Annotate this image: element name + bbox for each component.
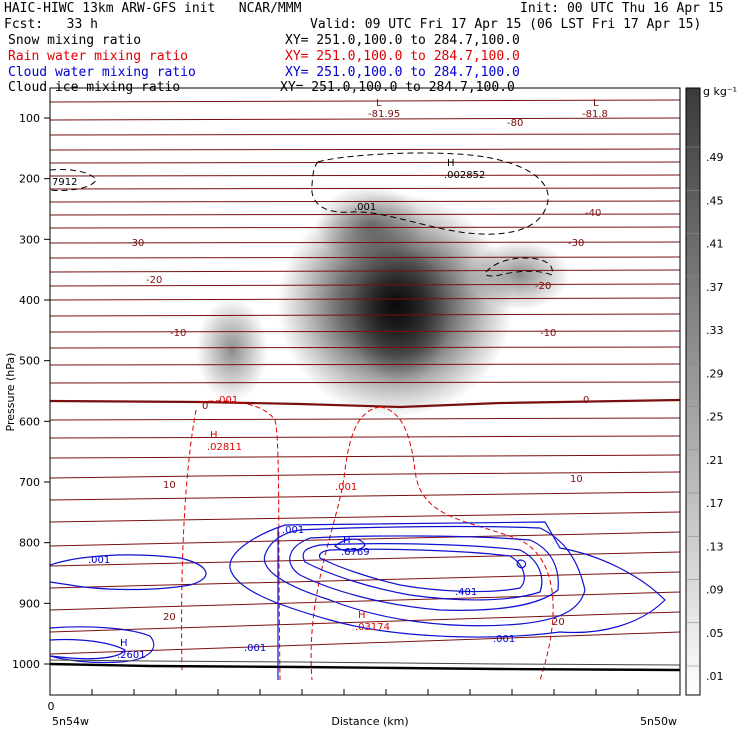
high-value-cloud-left: .2601 — [117, 650, 146, 661]
temp-label: 0 — [583, 395, 589, 406]
temp-label: -81.8 — [582, 109, 608, 120]
colorbar-label: .17 — [706, 497, 724, 510]
colorbar-label: .01 — [706, 670, 724, 683]
contour-markers: L L H .002852 7912 .001 H .02811 .001 .0… — [52, 98, 599, 661]
snow-shading-right — [470, 240, 570, 310]
temp-label: -80 — [507, 118, 523, 129]
header-line2-left: Fcst: 33 h — [4, 17, 98, 32]
plot-area — [50, 99, 680, 681]
field-name-rain: Rain water mixing ratio — [8, 49, 189, 64]
high-marker-cloud: H — [343, 535, 351, 546]
field-xy-cloudwater: XY= 251.0,100.0 to 284.7,100.0 — [285, 65, 520, 80]
temp-label: -20 — [535, 281, 551, 292]
high-marker-rain-top: H — [210, 430, 218, 441]
ice-label-001: .001 — [354, 202, 376, 213]
x-axis-label: Distance (km) — [331, 715, 408, 728]
temp-label: -30 — [568, 238, 584, 249]
temp-label: -81.95 — [368, 109, 400, 120]
colorbar-label: .37 — [706, 281, 724, 294]
colorbar-unit: g kg⁻¹ — [703, 85, 737, 98]
x-tick-zero: 0 — [48, 700, 55, 713]
temp-label: -10 — [170, 328, 186, 339]
header-line1-right: Init: 00 UTC Thu 16 Apr 15 — [520, 1, 724, 16]
header-line2-right: Valid: 09 UTC Fri 17 Apr 15 (06 LST Fri … — [310, 17, 702, 32]
temp-label: 10 — [570, 474, 583, 485]
colorbar-ticks: .49 .45 .41 .37 .33 .29 .25 .21 .17 .13 .09 .05 .01 — [686, 146, 724, 683]
ground-line-secondary — [49, 659, 681, 666]
y-tick-label: 900 — [19, 597, 40, 610]
high-value-ice: .002852 — [444, 170, 485, 181]
cloud-label-001: .001 — [493, 634, 515, 645]
ground-line — [49, 662, 681, 672]
colorbar-label: .25 — [706, 411, 724, 424]
high-marker-rain-low: H — [358, 610, 366, 621]
colorbar-label: .29 — [706, 367, 724, 380]
rain-label-001: .001 — [335, 482, 357, 493]
colorbar-label: .49 — [706, 151, 724, 164]
x-right-label: 5n50w — [640, 715, 677, 728]
temp-label: 0 — [202, 401, 208, 412]
y-tick-label: 1000 — [12, 658, 40, 671]
temp-label: -40 — [585, 208, 601, 219]
high-value-cloud: .6769 — [341, 547, 370, 558]
y-tick-label: 200 — [19, 173, 40, 186]
y-tick-label: 300 — [19, 233, 40, 246]
field-name-snow: Snow mixing ratio — [8, 33, 142, 48]
colorbar-label: .45 — [706, 194, 724, 207]
y-tick-label: 800 — [19, 537, 40, 550]
high-marker-cloud-left: H — [120, 638, 128, 649]
temp-label: -20 — [146, 275, 162, 286]
snow-shading-left — [196, 298, 268, 402]
cloud-label-001: .001 — [88, 555, 110, 566]
y-axis: 100 200 300 400 500 600 700 800 900 1000 — [12, 112, 50, 671]
y-tick-label: 400 — [19, 294, 40, 307]
temp-label: -30 — [128, 238, 144, 249]
low-marker: L — [593, 98, 599, 109]
cloud-ice-contours — [50, 152, 553, 277]
x-axis — [49, 689, 681, 695]
plot-frame — [49, 87, 681, 696]
freezing-level-line — [50, 398, 680, 409]
low-marker: L — [376, 98, 382, 109]
colorbar-label: .33 — [706, 324, 724, 337]
y-axis-label: Pressure (hPa) — [4, 353, 17, 432]
colorbar-label: .13 — [706, 540, 724, 553]
colorbar-label: .41 — [706, 238, 724, 251]
snow-shading-top — [315, 185, 425, 265]
cloud-label-401: .401 — [455, 587, 477, 598]
field-name-cloudwater: Cloud water mixing ratio — [8, 65, 196, 80]
temp-label: 20 — [163, 612, 176, 623]
cloud-label-001: .001 — [282, 525, 304, 536]
y-tick-label: 700 — [19, 476, 40, 489]
ice-label-left: 7912 — [52, 177, 77, 188]
y-tick-label: 600 — [19, 415, 40, 428]
y-tick-label: 100 — [19, 112, 40, 125]
colorbar-label: .09 — [706, 584, 724, 597]
high-value-rain-low: .03174 — [355, 622, 390, 633]
colorbar-label: .21 — [706, 454, 724, 467]
high-value-rain-top: .02811 — [207, 442, 242, 453]
colorbar: g kg⁻¹ .49 .45 .41 .37 .33 .29 .25 .21 .17 .13 .09… — [685, 85, 737, 696]
y-tick-label: 500 — [19, 355, 40, 368]
header-line1-left: HAIC-HIWC 13km ARW-GFS init NCAR/MMM — [4, 1, 302, 16]
temp-label: 10 — [163, 480, 176, 491]
temp-label: 20 — [552, 617, 565, 628]
isotherm-labels: -81.95 -81.8 -80 -40 -30 -30 -20 -20 -10… — [128, 109, 608, 628]
temp-label: -10 — [540, 328, 556, 339]
isotherm-lines — [50, 99, 680, 655]
field-xy-rain: XY= 251.0,100.0 to 284.7,100.0 — [285, 49, 520, 64]
high-marker-ice: H — [447, 158, 455, 169]
colorbar-label: .05 — [706, 627, 724, 640]
cloud-label-001: .001 — [244, 643, 266, 654]
colorbar-ramp — [685, 87, 701, 696]
cloud-water-contours — [50, 521, 666, 680]
rain-label-001: .001 — [216, 395, 238, 406]
x-left-label: 5n54w — [52, 715, 89, 728]
field-xy-snow: XY= 251.0,100.0 to 284.7,100.0 — [285, 33, 520, 48]
